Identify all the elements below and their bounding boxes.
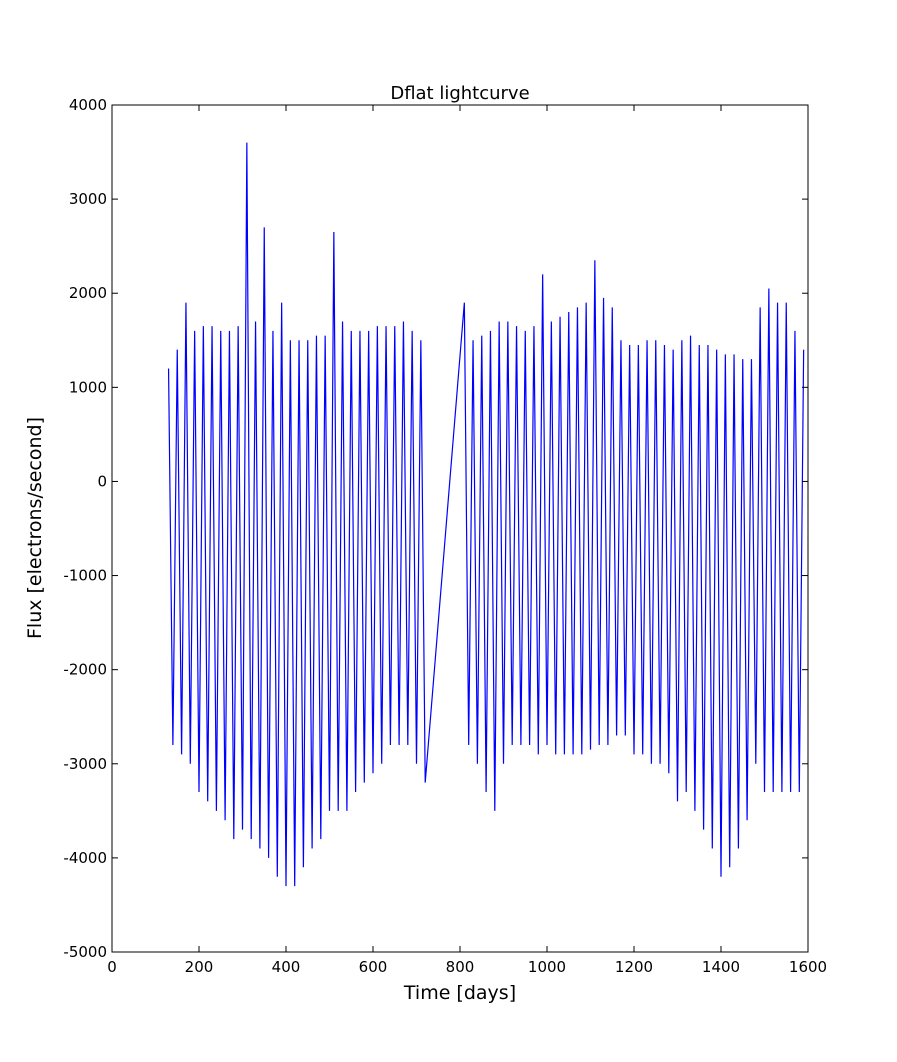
- x-tick-label: 1400: [702, 958, 740, 976]
- x-tick-label: 400: [272, 958, 301, 976]
- x-tick-label: 1000: [528, 958, 566, 976]
- y-tick-label: -3000: [63, 755, 107, 773]
- y-tick-label: 0: [97, 472, 107, 490]
- y-tick-label: 3000: [69, 190, 107, 208]
- x-tick-label: 1600: [789, 958, 827, 976]
- x-tick-label: 600: [359, 958, 388, 976]
- y-tick-label: -4000: [63, 849, 107, 867]
- x-axis-label: Time [days]: [403, 982, 516, 1004]
- y-tick-label: 1000: [69, 378, 107, 396]
- y-tick-label: -1000: [63, 567, 107, 585]
- y-tick-label: -2000: [63, 661, 107, 679]
- x-tick-label: 200: [185, 958, 214, 976]
- y-tick-label: 4000: [69, 96, 107, 114]
- x-tick-label: 0: [107, 958, 117, 976]
- x-tick-label: 800: [446, 958, 475, 976]
- data-line: [167, 142, 805, 887]
- x-tick-label: 1200: [615, 958, 653, 976]
- plot-frame: [111, 104, 809, 953]
- y-axis-label: Flux [electrons/second]: [24, 417, 46, 639]
- y-tick-label: 2000: [69, 284, 107, 302]
- chart-title: Dflat lightcurve: [390, 83, 529, 104]
- y-tick-label: -5000: [63, 943, 107, 961]
